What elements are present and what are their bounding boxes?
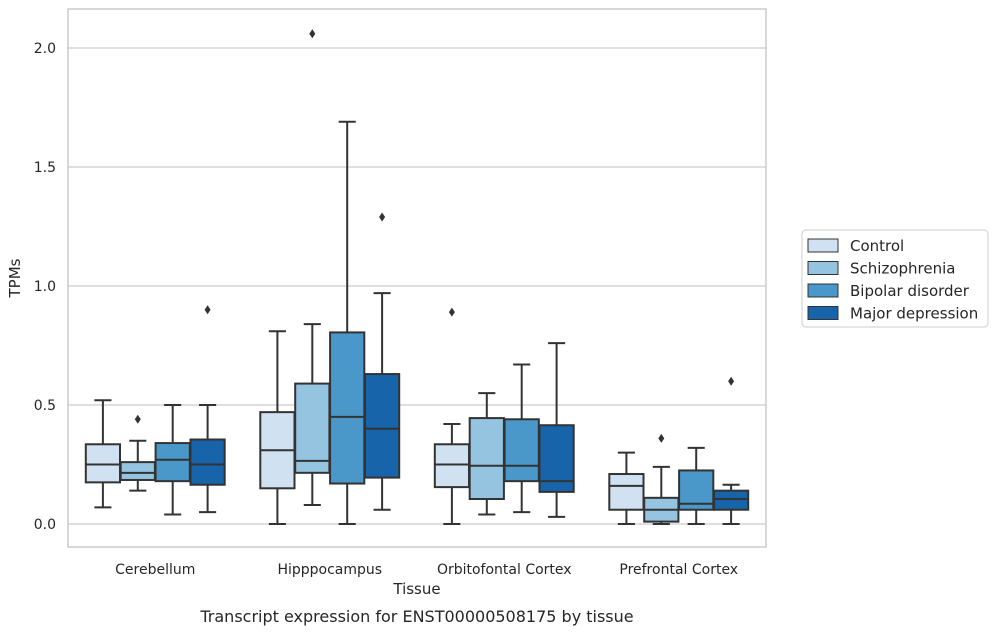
y-tick-label: 0.0 <box>34 517 56 533</box>
box-iqr <box>503 418 540 483</box>
y-tick-label: 2.0 <box>34 41 56 57</box>
x-axis-title: Tissue <box>392 580 440 598</box>
box-control <box>259 330 296 525</box>
outlier-point <box>134 414 141 424</box>
legend-label: Bipolar disorder <box>850 282 970 300</box>
box-control <box>433 307 471 525</box>
box-iqr <box>329 331 366 485</box>
box-iqr <box>608 473 645 511</box>
box-iqr <box>294 382 331 474</box>
y-tick-labels: 0.0 0.5 1.0 1.5 2.0 <box>34 41 56 533</box>
x-tick-label: Hipppocampus <box>277 562 382 578</box>
box-bipolar-disorder <box>154 404 191 516</box>
box-major-depression <box>538 342 575 518</box>
legend-label: Control <box>850 237 904 255</box>
box-bipolar-disorder <box>503 363 540 514</box>
box-control <box>84 399 122 509</box>
box-major-depression <box>712 376 750 525</box>
legend-label: Schizophrenia <box>850 260 955 278</box>
outlier-point <box>448 307 455 317</box>
box-bipolar-disorder <box>329 120 366 525</box>
boxes <box>84 29 750 525</box>
x-tick-label: Cerebellum <box>115 562 195 578</box>
x-tick-label: Orbitofontal Cortex <box>437 562 572 578</box>
box-control <box>608 451 645 525</box>
legend: Control Schizophrenia Bipolar disorder Majo… <box>801 229 989 328</box>
x-tick-labels: Cerebellum Hipppocampus Orbitofontal Corte… <box>115 562 738 578</box>
y-axis-title: TPMs <box>6 258 24 298</box>
outlier-point <box>658 433 665 443</box>
box-schizophrenia <box>294 29 331 506</box>
box-iqr <box>154 442 191 483</box>
box-schizophrenia <box>468 392 505 516</box>
box-schizophrenia <box>643 433 680 525</box>
legend-swatch <box>807 306 839 320</box>
box-iqr <box>84 443 122 484</box>
legend-swatch <box>807 261 839 275</box>
plot-frame <box>67 8 767 548</box>
box-iqr <box>189 438 226 486</box>
legend-frame <box>801 229 989 328</box>
y-tick-label: 1.0 <box>34 279 56 295</box>
legend-swatch <box>807 238 839 253</box>
outlier-point <box>379 212 386 222</box>
box-iqr <box>712 489 750 511</box>
outlier-point <box>309 29 316 39</box>
y-tick-label: 0.5 <box>34 398 56 414</box>
y-tick-label: 1.5 <box>34 160 56 176</box>
legend-swatch <box>807 283 839 298</box>
box-bipolar-disorder <box>678 446 715 525</box>
x-tick-label: Prefrontal Cortex <box>619 562 738 578</box>
chart-caption: Transcript expression for ENST0000050817… <box>199 607 633 626</box>
outlier-point <box>728 376 735 386</box>
box-iqr <box>468 417 505 501</box>
box-major-depression <box>189 305 226 514</box>
box-iqr <box>433 443 471 489</box>
box-iqr <box>119 461 156 481</box>
box-iqr <box>363 373 401 479</box>
outlier-point <box>204 305 211 315</box>
box-major-depression <box>363 212 401 511</box>
box-schizophrenia <box>119 414 156 492</box>
legend-label: Major depression <box>850 305 978 323</box>
gridlines <box>68 47 766 525</box>
